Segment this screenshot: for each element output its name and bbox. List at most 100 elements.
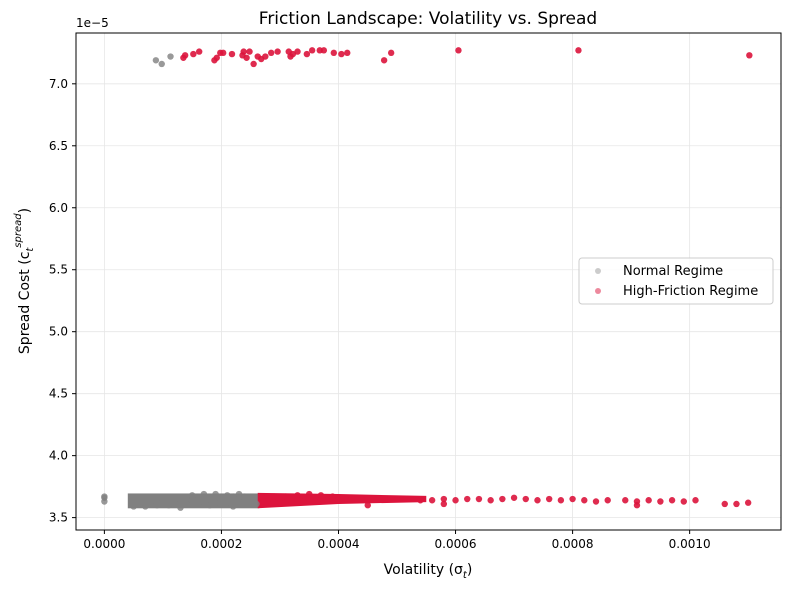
x-axis-label-main: Volatility (σ [384, 562, 463, 578]
y-offset-text: 1e−5 [76, 16, 109, 30]
high-friction-point [294, 48, 301, 55]
normal-regime-point [152, 57, 160, 64]
y-tick-label: 5.0 [49, 325, 68, 339]
normal-regime-point [224, 499, 231, 506]
high-friction-point [733, 500, 740, 508]
y-axis-label-sub: t [25, 247, 36, 252]
y-tick-label: 6.0 [49, 201, 68, 215]
normal-regime-point [183, 495, 190, 503]
high-friction-point [592, 498, 600, 505]
high-friction-point [330, 49, 338, 57]
high-friction-point [370, 495, 377, 503]
high-friction-point [393, 495, 401, 503]
normal-regime-point [229, 493, 237, 500]
normal-regime-point [212, 490, 219, 498]
legend: Normal Regime High-Friction Regime [578, 257, 774, 305]
normal-regime-point [167, 53, 174, 60]
high-friction-point [317, 492, 325, 499]
high-friction-point [335, 497, 342, 504]
normal-regime-point [206, 502, 213, 509]
high-friction-point [308, 47, 316, 54]
high-friction-point [270, 493, 278, 500]
high-friction-point [274, 48, 281, 55]
high-friction-point [405, 495, 412, 503]
data-points [101, 47, 753, 511]
high-friction-point [633, 502, 641, 509]
high-friction-point [464, 495, 471, 503]
high-friction-point [240, 48, 247, 55]
high-friction-point [289, 50, 297, 58]
high-friction-point [657, 498, 664, 505]
high-friction-point [569, 495, 576, 503]
y-axis-ticks: 3.5 4.0 4.5 5.0 5.5 6.0 6.5 7.0 [49, 77, 76, 525]
x-tick-label: 0.0002 [200, 537, 242, 551]
normal-regime-point [165, 502, 172, 509]
high-friction-point [721, 500, 728, 508]
y-tick-label: 4.5 [49, 387, 68, 401]
high-friction-point [306, 490, 313, 498]
high-friction-point [190, 50, 197, 58]
high-friction-point [744, 499, 752, 506]
high-friction-point [746, 52, 753, 59]
normal-regime-point [200, 490, 208, 498]
high-friction-point [323, 497, 330, 504]
high-friction-point [358, 495, 366, 503]
high-friction-point [557, 497, 565, 504]
normal-regime-point [130, 503, 137, 510]
legend-label-high: High-Friction Regime [623, 284, 758, 299]
high-friction-point [265, 500, 272, 508]
normal-regime-point [188, 492, 196, 499]
high-friction-point [213, 54, 220, 61]
high-friction-point [294, 492, 301, 499]
legend-marker-high [595, 288, 601, 294]
normal-regime-point [229, 503, 237, 510]
legend-marker-normal [595, 268, 601, 274]
high-friction-point [250, 60, 257, 68]
normal-regime-point [200, 499, 208, 506]
normal-regime-point [177, 504, 184, 511]
x-tick-label: 0.0006 [435, 537, 477, 551]
x-tick-label: 0.0004 [317, 537, 359, 551]
normal-regime-point [101, 493, 108, 500]
high-friction-point [195, 48, 203, 55]
high-friction-point [622, 497, 629, 504]
y-axis-label: Spread Cost (ctspread) [13, 208, 36, 354]
y-tick-label: 4.0 [49, 449, 68, 463]
x-tick-label: 0.0000 [83, 537, 125, 551]
high-friction-point [522, 495, 529, 503]
high-friction-point [344, 49, 351, 57]
normal-regime-point [247, 498, 254, 505]
normal-regime-point [153, 499, 161, 506]
high-friction-point [387, 49, 395, 57]
normal-regime-point [218, 494, 225, 501]
high-friction-point [246, 48, 253, 55]
y-tick-label: 5.5 [49, 263, 68, 277]
x-tick-label: 0.0008 [552, 537, 594, 551]
normal-regime-point [194, 495, 202, 503]
normal-regime-point [148, 498, 155, 505]
high-friction-point [303, 50, 311, 58]
normal-regime-point [159, 497, 167, 504]
high-friction-point [382, 495, 389, 503]
normal-regime-point [235, 490, 243, 498]
normal-regime-point [253, 500, 260, 508]
high-friction-point [680, 498, 687, 505]
high-friction-point [545, 495, 553, 503]
high-friction-point [604, 497, 611, 504]
high-friction-point [267, 49, 275, 57]
high-friction-point [475, 495, 483, 503]
y-tick-label: 7.0 [49, 77, 68, 91]
high-friction-point [346, 497, 354, 504]
normal-regime-point [224, 492, 231, 499]
high-friction-point [534, 497, 541, 504]
normal-regime-point [188, 500, 196, 508]
normal-regime-point [142, 503, 149, 510]
high-friction-point [455, 47, 462, 54]
y-tick-label: 3.5 [49, 511, 68, 525]
x-axis-label: Volatility (σt) [384, 562, 473, 581]
high-friction-point [311, 498, 319, 505]
high-friction-point [575, 47, 582, 54]
high-friction-point [288, 499, 295, 506]
normal-regime-point [158, 60, 165, 68]
